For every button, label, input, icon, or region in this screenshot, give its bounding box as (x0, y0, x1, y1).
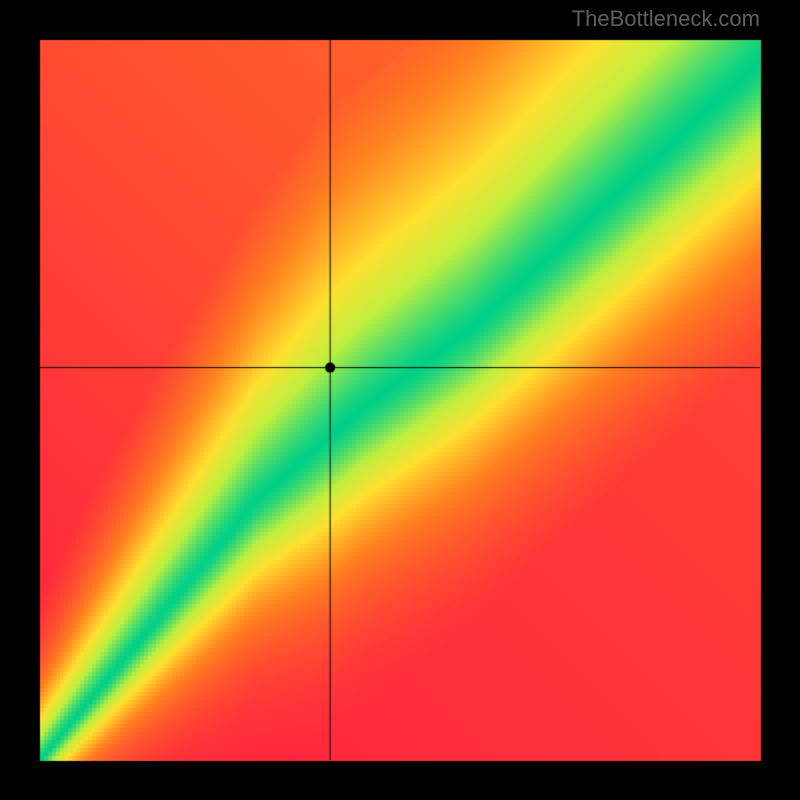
heatmap-canvas (0, 0, 800, 800)
watermark-text: TheBottleneck.com (572, 6, 760, 32)
chart-container: TheBottleneck.com (0, 0, 800, 800)
